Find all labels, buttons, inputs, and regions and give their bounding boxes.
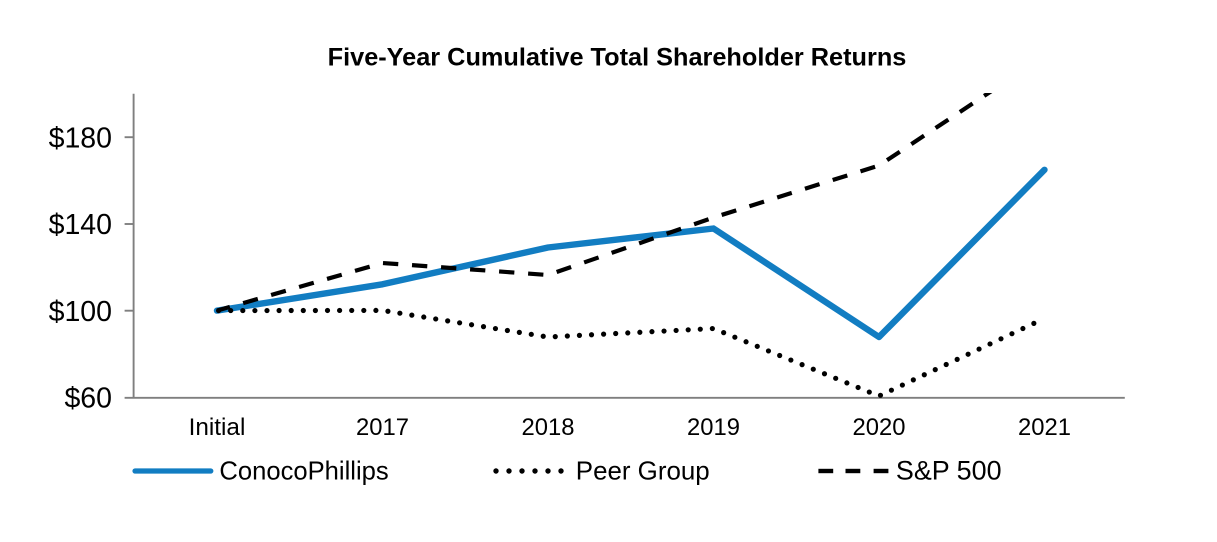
svg-text:S&P 500: S&P 500 bbox=[896, 456, 1002, 486]
svg-text:$180: $180 bbox=[49, 122, 112, 154]
svg-text:Peer Group: Peer Group bbox=[576, 458, 710, 486]
svg-text:2020: 2020 bbox=[853, 414, 906, 441]
svg-text:$100: $100 bbox=[49, 296, 112, 328]
svg-text:2021: 2021 bbox=[1018, 414, 1071, 441]
svg-text:ConocoPhillips: ConocoPhillips bbox=[219, 458, 388, 486]
svg-text:2019: 2019 bbox=[687, 414, 740, 441]
svg-text:Five-Year Cumulative Total Sha: Five-Year Cumulative Total Shareholder R… bbox=[328, 44, 907, 72]
svg-text:$140: $140 bbox=[49, 209, 112, 241]
svg-text:$60: $60 bbox=[64, 383, 112, 415]
svg-text:Initial: Initial bbox=[189, 414, 246, 441]
svg-text:2017: 2017 bbox=[356, 414, 409, 441]
svg-text:2018: 2018 bbox=[522, 414, 575, 441]
